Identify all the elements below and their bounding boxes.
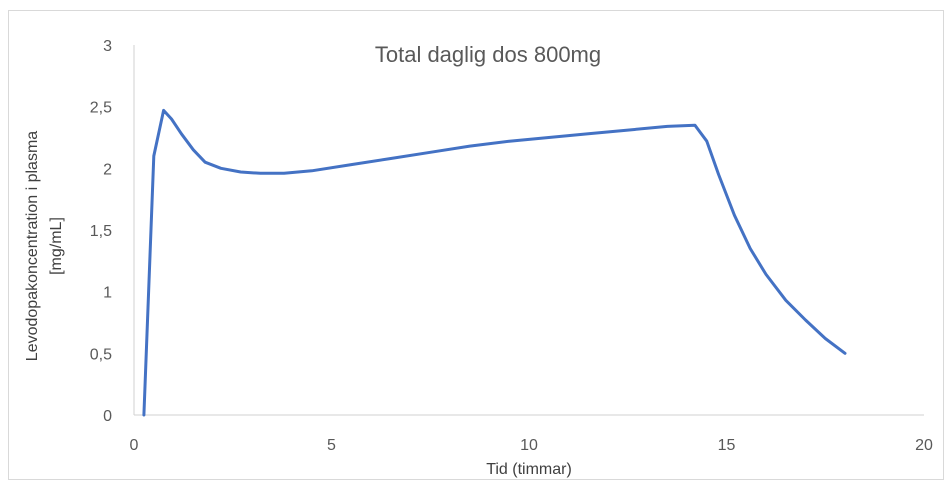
y-tick-label: 1 bbox=[103, 285, 112, 302]
y-tick-label: 1,5 bbox=[90, 223, 112, 240]
x-tick-label: 5 bbox=[327, 437, 336, 454]
x-tick-label: 10 bbox=[520, 437, 538, 454]
chart-title: Total daglig dos 800mg bbox=[375, 42, 601, 67]
y-axis-title: Levodopakoncentration i plasma [mg/mL] bbox=[24, 131, 65, 361]
y-tick-label: 2,5 bbox=[90, 100, 112, 117]
y-axis-label: Levodopakoncentration i plasma bbox=[24, 131, 41, 361]
series-line bbox=[142, 108, 847, 417]
x-axis-ticks: 0 5 10 15 20 bbox=[130, 437, 933, 454]
x-tick-label: 0 bbox=[130, 437, 139, 454]
y-tick-label: 0 bbox=[103, 408, 112, 425]
y-tick-label: 2 bbox=[103, 161, 112, 178]
y-tick-label: 0,5 bbox=[90, 346, 112, 363]
y-axis-unit: [mg/mL] bbox=[48, 217, 65, 275]
y-axis-ticks: 0 0,5 1 1,5 2 2,5 3 bbox=[90, 38, 112, 425]
x-axis-title: Tid (timmar) bbox=[486, 461, 572, 478]
y-tick-label: 3 bbox=[103, 38, 112, 55]
chart-area bbox=[8, 10, 944, 480]
x-tick-label: 15 bbox=[718, 437, 736, 454]
x-tick-label: 20 bbox=[915, 437, 933, 454]
series-layer bbox=[142, 108, 847, 417]
